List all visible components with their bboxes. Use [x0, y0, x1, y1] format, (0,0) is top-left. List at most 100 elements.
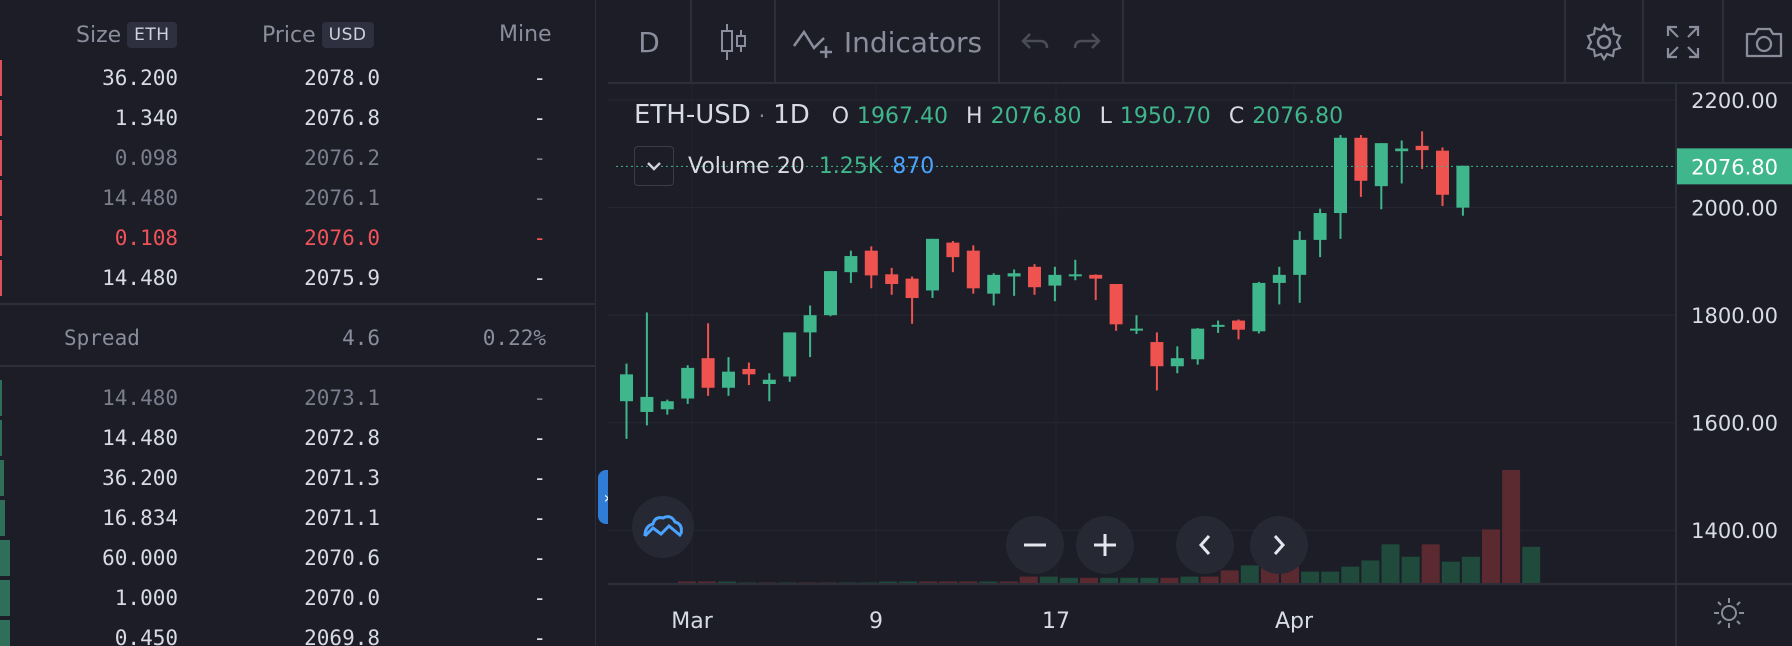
- depth-bar: [0, 380, 2, 416]
- plus-icon: [1094, 534, 1116, 556]
- scroll-left-button[interactable]: [1176, 516, 1234, 574]
- price-header-label: Price: [262, 22, 316, 48]
- price-cell: 2070.6: [304, 546, 380, 570]
- fullscreen-button[interactable]: [1644, 0, 1724, 84]
- ask-row[interactable]: 0.098 2076.2 -: [0, 138, 596, 178]
- depth-bar: [0, 540, 10, 576]
- high-value: 2076.80: [990, 104, 1082, 129]
- candle-body: [1374, 143, 1388, 187]
- volume-bar: [919, 581, 938, 584]
- candle-body: [762, 379, 776, 384]
- volume-bar: [1100, 577, 1119, 584]
- ask-row[interactable]: 36.200 2078.0 -: [0, 58, 596, 98]
- candle-body: [783, 332, 797, 377]
- depth-bar: [0, 100, 2, 136]
- volume-bar: [939, 581, 958, 584]
- mine-cell: -: [533, 66, 546, 90]
- candle-body: [640, 396, 654, 412]
- candle-body: [1415, 145, 1429, 151]
- candle-body: [1109, 284, 1123, 325]
- minus-icon: [1024, 543, 1046, 547]
- chevron-left-icon: [1198, 535, 1211, 555]
- mine-header-label: Mine: [499, 22, 552, 47]
- candle-body: [701, 358, 715, 388]
- volume-bar: [1361, 560, 1380, 584]
- divider: [0, 303, 596, 305]
- volume-bar: [1341, 566, 1360, 584]
- undo-icon[interactable]: [1020, 30, 1050, 54]
- interval-button[interactable]: D: [608, 0, 692, 84]
- depth-bar: [0, 500, 5, 536]
- candle-body: [1130, 328, 1143, 331]
- candle-body: [1436, 150, 1449, 195]
- spread-value: 4.6: [342, 326, 380, 350]
- close-value: 2076.80: [1252, 104, 1344, 129]
- price-cell: 2073.1: [304, 386, 380, 410]
- bid-row[interactable]: 60.000 2070.6 -: [0, 538, 596, 578]
- size-cell: 14.480: [102, 266, 178, 290]
- camera-icon: [1745, 27, 1783, 58]
- collapse-legend-button[interactable]: [634, 146, 674, 186]
- bid-row[interactable]: 14.480 2072.8 -: [0, 418, 596, 458]
- legend-separator: ·: [758, 104, 766, 128]
- volume-bar: [1461, 556, 1480, 584]
- close-label: C: [1228, 104, 1245, 129]
- price-axis[interactable]: 2200.00 2000.00 1800.00 1600.00 1400.00 2076.…: [1676, 89, 1792, 543]
- candle-body: [905, 278, 919, 298]
- candle-body: [844, 256, 858, 273]
- price-cell: 2076.8: [304, 106, 380, 130]
- candle-body: [1191, 328, 1205, 360]
- mine-cell: -: [533, 546, 546, 570]
- ask-row[interactable]: 0.108 2076.0 -: [0, 218, 596, 258]
- candle-body: [1028, 266, 1041, 288]
- bid-row[interactable]: 36.200 2071.3 -: [0, 458, 596, 498]
- zoom-in-button[interactable]: [1076, 516, 1134, 574]
- volume-bar: [1120, 577, 1139, 584]
- last-price-label: 2076.80: [1691, 155, 1778, 179]
- settings-button[interactable]: [1564, 0, 1644, 84]
- depth-bar: [0, 580, 10, 616]
- price-unit-chip[interactable]: USD: [321, 22, 374, 48]
- scroll-right-button[interactable]: [1250, 516, 1308, 574]
- bid-row[interactable]: 1.000 2070.0 -: [0, 578, 596, 618]
- open-label: O: [831, 104, 850, 129]
- candle-body: [1048, 274, 1062, 286]
- indicators-button[interactable]: Indicators: [776, 0, 1000, 84]
- candle-body: [620, 374, 633, 402]
- candle-body: [1211, 324, 1225, 327]
- time-tick-label: Mar: [671, 609, 713, 634]
- chart-logo-button[interactable]: [632, 496, 694, 558]
- chart-theme-button[interactable]: [1712, 596, 1746, 634]
- size-cell: 36.200: [102, 66, 178, 90]
- size-unit-chip[interactable]: ETH: [127, 22, 177, 48]
- price-tick-label: 2000.00: [1691, 197, 1778, 221]
- candle-body: [742, 368, 756, 375]
- ask-row[interactable]: 1.340 2076.8 -: [0, 98, 596, 138]
- candle-body: [1272, 274, 1286, 283]
- candle-body: [1007, 273, 1021, 277]
- depth-bar: [0, 220, 2, 256]
- size-cell: 14.480: [102, 426, 178, 450]
- candle-type-button[interactable]: [692, 0, 776, 84]
- bid-row[interactable]: 14.480 2073.1 -: [0, 378, 596, 418]
- high-label: H: [966, 104, 983, 129]
- volume-bar: [979, 581, 998, 584]
- bid-row[interactable]: 16.834 2071.1 -: [0, 498, 596, 538]
- redo-icon[interactable]: [1072, 30, 1102, 54]
- candle-body: [987, 274, 1001, 294]
- bid-row[interactable]: 0.450 2069.8 -: [0, 618, 596, 646]
- volume-bar: [1522, 546, 1541, 584]
- spread-percent: 0.22%: [482, 326, 546, 350]
- symbol-label[interactable]: ETH-USD: [634, 100, 751, 130]
- size-cell: 36.200: [102, 466, 178, 490]
- price-cell: 2076.0: [304, 226, 380, 250]
- ask-row[interactable]: 14.480 2075.9 -: [0, 258, 596, 298]
- price-chart[interactable]: 2200.00 2000.00 1800.00 1600.00 1400.00 2076.…: [608, 84, 1792, 646]
- screenshot-button[interactable]: [1724, 0, 1792, 84]
- volume-bar: [1019, 576, 1038, 584]
- size-column-header: Size ETH: [76, 22, 177, 48]
- time-axis[interactable]: Mar 9 17 Apr: [671, 609, 1314, 634]
- zoom-out-button[interactable]: [1006, 516, 1064, 574]
- order-book-header: Size ETH Price USD Mine: [0, 0, 596, 64]
- ask-row[interactable]: 14.480 2076.1 -: [0, 178, 596, 218]
